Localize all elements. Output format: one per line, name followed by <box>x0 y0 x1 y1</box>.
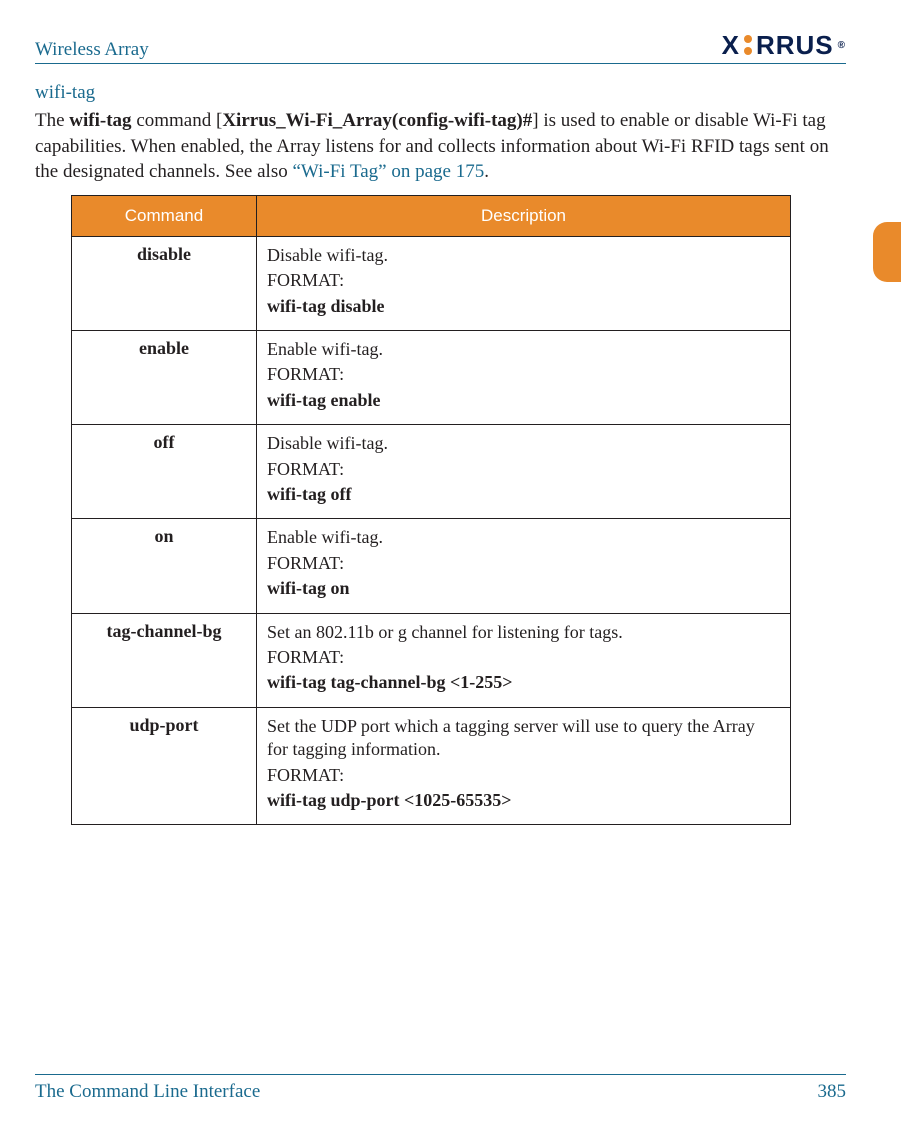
intro-text: command [ <box>132 110 223 131</box>
format-value: wifi-tag enable <box>267 389 780 412</box>
format-value: wifi-tag on <box>267 577 780 600</box>
command-cell: disable <box>72 236 257 330</box>
table-header-row: Command Description <box>72 195 791 236</box>
description-text: Disable wifi-tag. <box>267 244 780 267</box>
table-row: enable Enable wifi-tag. FORMAT: wifi-tag… <box>72 331 791 425</box>
intro-bold-prompt: Xirrus_Wi-Fi_Array(config-wifi-tag)# <box>222 110 532 131</box>
format-value: wifi-tag udp-port <1025-65535> <box>267 789 780 812</box>
table-row: udp-port Set the UDP port which a taggin… <box>72 707 791 825</box>
description-cell: Set the UDP port which a tagging server … <box>257 707 791 825</box>
description-cell: Enable wifi-tag. FORMAT: wifi-tag enable <box>257 331 791 425</box>
command-cell: tag-channel-bg <box>72 613 257 707</box>
command-cell: udp-port <box>72 707 257 825</box>
column-header-description: Description <box>257 195 791 236</box>
intro-bold-command: wifi-tag <box>69 110 131 131</box>
section-heading: wifi-tag <box>35 82 846 104</box>
description-text: Enable wifi-tag. <box>267 338 780 361</box>
page: Wireless Array X RRUS ® wifi-tag The wif… <box>0 0 901 1133</box>
brand-logo: X RRUS ® <box>722 30 846 61</box>
table-row: off Disable wifi-tag. FORMAT: wifi-tag o… <box>72 425 791 519</box>
cross-reference-link[interactable]: “Wi-Fi Tag” on page 175 <box>292 161 484 182</box>
footer-page-number: 385 <box>818 1081 847 1103</box>
table-row: disable Disable wifi-tag. FORMAT: wifi-t… <box>72 236 791 330</box>
intro-text: The <box>35 110 69 131</box>
page-footer: The Command Line Interface 385 <box>35 1074 846 1103</box>
description-text: Enable wifi-tag. <box>267 526 780 549</box>
format-label: FORMAT: <box>267 764 780 787</box>
intro-text: . <box>484 161 489 182</box>
description-text: Set the UDP port which a tagging server … <box>267 715 780 762</box>
description-cell: Disable wifi-tag. FORMAT: wifi-tag off <box>257 425 791 519</box>
side-tab-marker <box>873 222 901 282</box>
description-text: Disable wifi-tag. <box>267 432 780 455</box>
format-label: FORMAT: <box>267 646 780 669</box>
format-value: wifi-tag off <box>267 483 780 506</box>
logo-dots-icon <box>742 33 754 59</box>
description-cell: Enable wifi-tag. FORMAT: wifi-tag on <box>257 519 791 613</box>
table-row: on Enable wifi-tag. FORMAT: wifi-tag on <box>72 519 791 613</box>
format-label: FORMAT: <box>267 458 780 481</box>
format-value: wifi-tag tag-channel-bg <1-255> <box>267 671 780 694</box>
command-cell: off <box>72 425 257 519</box>
logo-registered-mark: ® <box>838 40 846 51</box>
description-cell: Disable wifi-tag. FORMAT: wifi-tag disab… <box>257 236 791 330</box>
format-value: wifi-tag disable <box>267 295 780 318</box>
command-cell: enable <box>72 331 257 425</box>
command-cell: on <box>72 519 257 613</box>
logo-text-part1: X <box>722 30 740 61</box>
description-cell: Set an 802.11b or g channel for listenin… <box>257 613 791 707</box>
format-label: FORMAT: <box>267 552 780 575</box>
header-title: Wireless Array <box>35 39 149 61</box>
description-text: Set an 802.11b or g channel for listenin… <box>267 621 780 644</box>
footer-chapter-title: The Command Line Interface <box>35 1081 260 1103</box>
command-table: Command Description disable Disable wifi… <box>71 195 791 825</box>
table-row: tag-channel-bg Set an 802.11b or g chann… <box>72 613 791 707</box>
column-header-command: Command <box>72 195 257 236</box>
logo-text-part2: RRUS <box>756 30 834 61</box>
top-bar: Wireless Array X RRUS ® <box>35 30 846 64</box>
format-label: FORMAT: <box>267 269 780 292</box>
format-label: FORMAT: <box>267 363 780 386</box>
intro-paragraph: The wifi-tag command [Xirrus_Wi-Fi_Array… <box>35 108 846 185</box>
